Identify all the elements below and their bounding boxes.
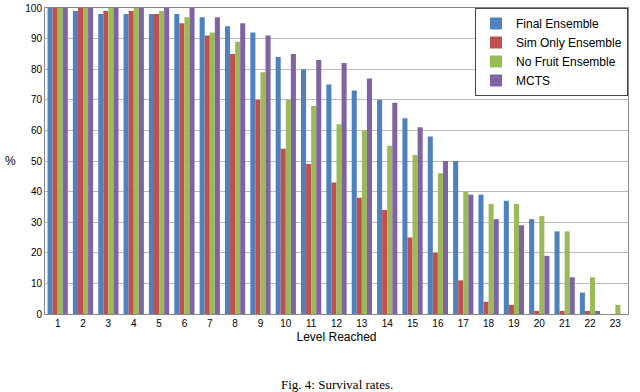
svg-text:9: 9 bbox=[258, 318, 264, 329]
svg-text:15: 15 bbox=[407, 318, 419, 329]
svg-text:16: 16 bbox=[432, 318, 444, 329]
svg-text:80: 80 bbox=[31, 64, 43, 75]
svg-text:20: 20 bbox=[534, 318, 546, 329]
svg-text:1: 1 bbox=[55, 318, 61, 329]
svg-text:90: 90 bbox=[31, 33, 43, 44]
svg-text:5: 5 bbox=[156, 318, 162, 329]
svg-text:21: 21 bbox=[559, 318, 571, 329]
svg-text:8: 8 bbox=[232, 318, 238, 329]
svg-text:60: 60 bbox=[31, 125, 43, 136]
svg-text:3: 3 bbox=[106, 318, 112, 329]
svg-text:14: 14 bbox=[382, 318, 394, 329]
svg-text:10: 10 bbox=[31, 278, 43, 289]
svg-text:Final Ensemble: Final Ensemble bbox=[516, 17, 599, 31]
svg-text:10: 10 bbox=[280, 318, 292, 329]
svg-text:Sim Only Ensemble: Sim Only Ensemble bbox=[516, 36, 622, 50]
svg-text:100: 100 bbox=[25, 3, 42, 14]
svg-text:No Fruit Ensemble: No Fruit Ensemble bbox=[516, 55, 616, 69]
svg-text:18: 18 bbox=[483, 318, 495, 329]
svg-text:7: 7 bbox=[207, 318, 213, 329]
svg-text:17: 17 bbox=[458, 318, 470, 329]
svg-text:30: 30 bbox=[31, 217, 43, 228]
svg-text:11: 11 bbox=[306, 318, 317, 329]
svg-text:70: 70 bbox=[31, 94, 43, 105]
svg-text:Fig. 4: Survival rates.: Fig. 4: Survival rates. bbox=[281, 377, 393, 392]
svg-text:22: 22 bbox=[584, 318, 596, 329]
svg-text:%: % bbox=[5, 154, 16, 168]
svg-text:19: 19 bbox=[508, 318, 520, 329]
svg-text:23: 23 bbox=[610, 318, 622, 329]
svg-text:4: 4 bbox=[131, 318, 137, 329]
svg-text:6: 6 bbox=[182, 318, 188, 329]
svg-text:0: 0 bbox=[36, 309, 42, 320]
svg-text:Level Reached: Level Reached bbox=[296, 330, 376, 344]
svg-text:20: 20 bbox=[31, 247, 43, 258]
svg-text:40: 40 bbox=[31, 186, 43, 197]
svg-text:13: 13 bbox=[356, 318, 368, 329]
svg-text:2: 2 bbox=[80, 318, 86, 329]
svg-text:50: 50 bbox=[31, 156, 43, 167]
svg-text:12: 12 bbox=[331, 318, 343, 329]
svg-text:MCTS: MCTS bbox=[516, 74, 550, 88]
